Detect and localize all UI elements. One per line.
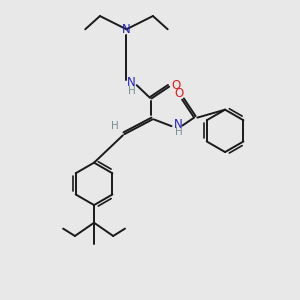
- Text: N: N: [128, 76, 136, 89]
- Text: O: O: [174, 87, 183, 100]
- Text: N: N: [122, 23, 131, 36]
- Text: H: H: [128, 86, 136, 96]
- Text: N: N: [174, 118, 183, 131]
- Text: O: O: [171, 79, 180, 92]
- Text: H: H: [111, 121, 119, 131]
- Text: H: H: [175, 127, 182, 137]
